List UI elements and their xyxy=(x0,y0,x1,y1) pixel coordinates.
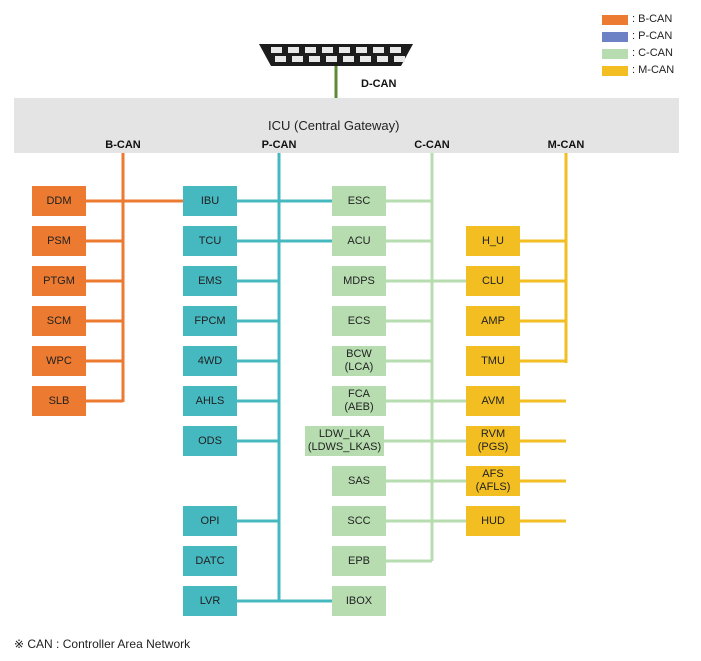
module-amp: AMP xyxy=(466,306,520,336)
module-ddm: DDM xyxy=(32,186,86,216)
module-h-u: H_U xyxy=(466,226,520,256)
m-can-label: M-CAN xyxy=(547,139,585,151)
module-fpcm: FPCM xyxy=(183,306,237,336)
module-esc: ESC xyxy=(332,186,386,216)
footnote: ※ CAN : Controller Area Network xyxy=(14,637,191,651)
module-rvm: RVM (PGS) xyxy=(466,426,520,456)
module-ahls: AHLS xyxy=(183,386,237,416)
module-ptgm: PTGM xyxy=(32,266,86,296)
module-wpc: WPC xyxy=(32,346,86,376)
d-can-label: D-CAN xyxy=(361,78,397,90)
module-4wd: 4WD xyxy=(183,346,237,376)
legend-swatch xyxy=(602,66,628,76)
module-acu: ACU xyxy=(332,226,386,256)
module-scm: SCM xyxy=(32,306,86,336)
module-ibu: IBU xyxy=(183,186,237,216)
p-can-label: P-CAN xyxy=(261,139,297,151)
gateway-band xyxy=(14,98,679,153)
legend-label: : B-CAN xyxy=(632,13,673,25)
module-bcw: BCW (LCA) xyxy=(332,346,386,376)
module-tcu: TCU xyxy=(183,226,237,256)
module-ldw-lka: LDW_LKA (LDWS_LKAS) xyxy=(305,426,384,456)
obd-connector-icon xyxy=(259,44,413,66)
module-avm: AVM xyxy=(466,386,520,416)
b-can-label: B-CAN xyxy=(105,139,141,151)
module-hud: HUD xyxy=(466,506,520,536)
module-ods: ODS xyxy=(183,426,237,456)
c-can-label: C-CAN xyxy=(414,139,450,151)
module-fca: FCA (AEB) xyxy=(332,386,386,416)
module-datc: DATC xyxy=(183,546,237,576)
legend-swatch xyxy=(602,49,628,59)
module-tmu: TMU xyxy=(466,346,520,376)
legend-swatch xyxy=(602,32,628,42)
module-epb: EPB xyxy=(332,546,386,576)
module-ecs: ECS xyxy=(332,306,386,336)
module-afs: AFS (AFLS) xyxy=(466,466,520,496)
gateway-title: ICU (Central Gateway) xyxy=(268,118,400,133)
module-ibox: IBOX xyxy=(332,586,386,616)
module-mdps: MDPS xyxy=(332,266,386,296)
legend-label: : P-CAN xyxy=(632,30,673,42)
module-scc: SCC xyxy=(332,506,386,536)
module-sas: SAS xyxy=(332,466,386,496)
module-lvr: LVR xyxy=(183,586,237,616)
module-psm: PSM xyxy=(32,226,86,256)
module-opi: OPI xyxy=(183,506,237,536)
module-ems: EMS xyxy=(183,266,237,296)
legend-label: : C-CAN xyxy=(632,47,673,59)
legend-label: : M-CAN xyxy=(632,64,675,76)
module-slb: SLB xyxy=(32,386,86,416)
legend-swatch xyxy=(602,15,628,25)
module-clu: CLU xyxy=(466,266,520,296)
